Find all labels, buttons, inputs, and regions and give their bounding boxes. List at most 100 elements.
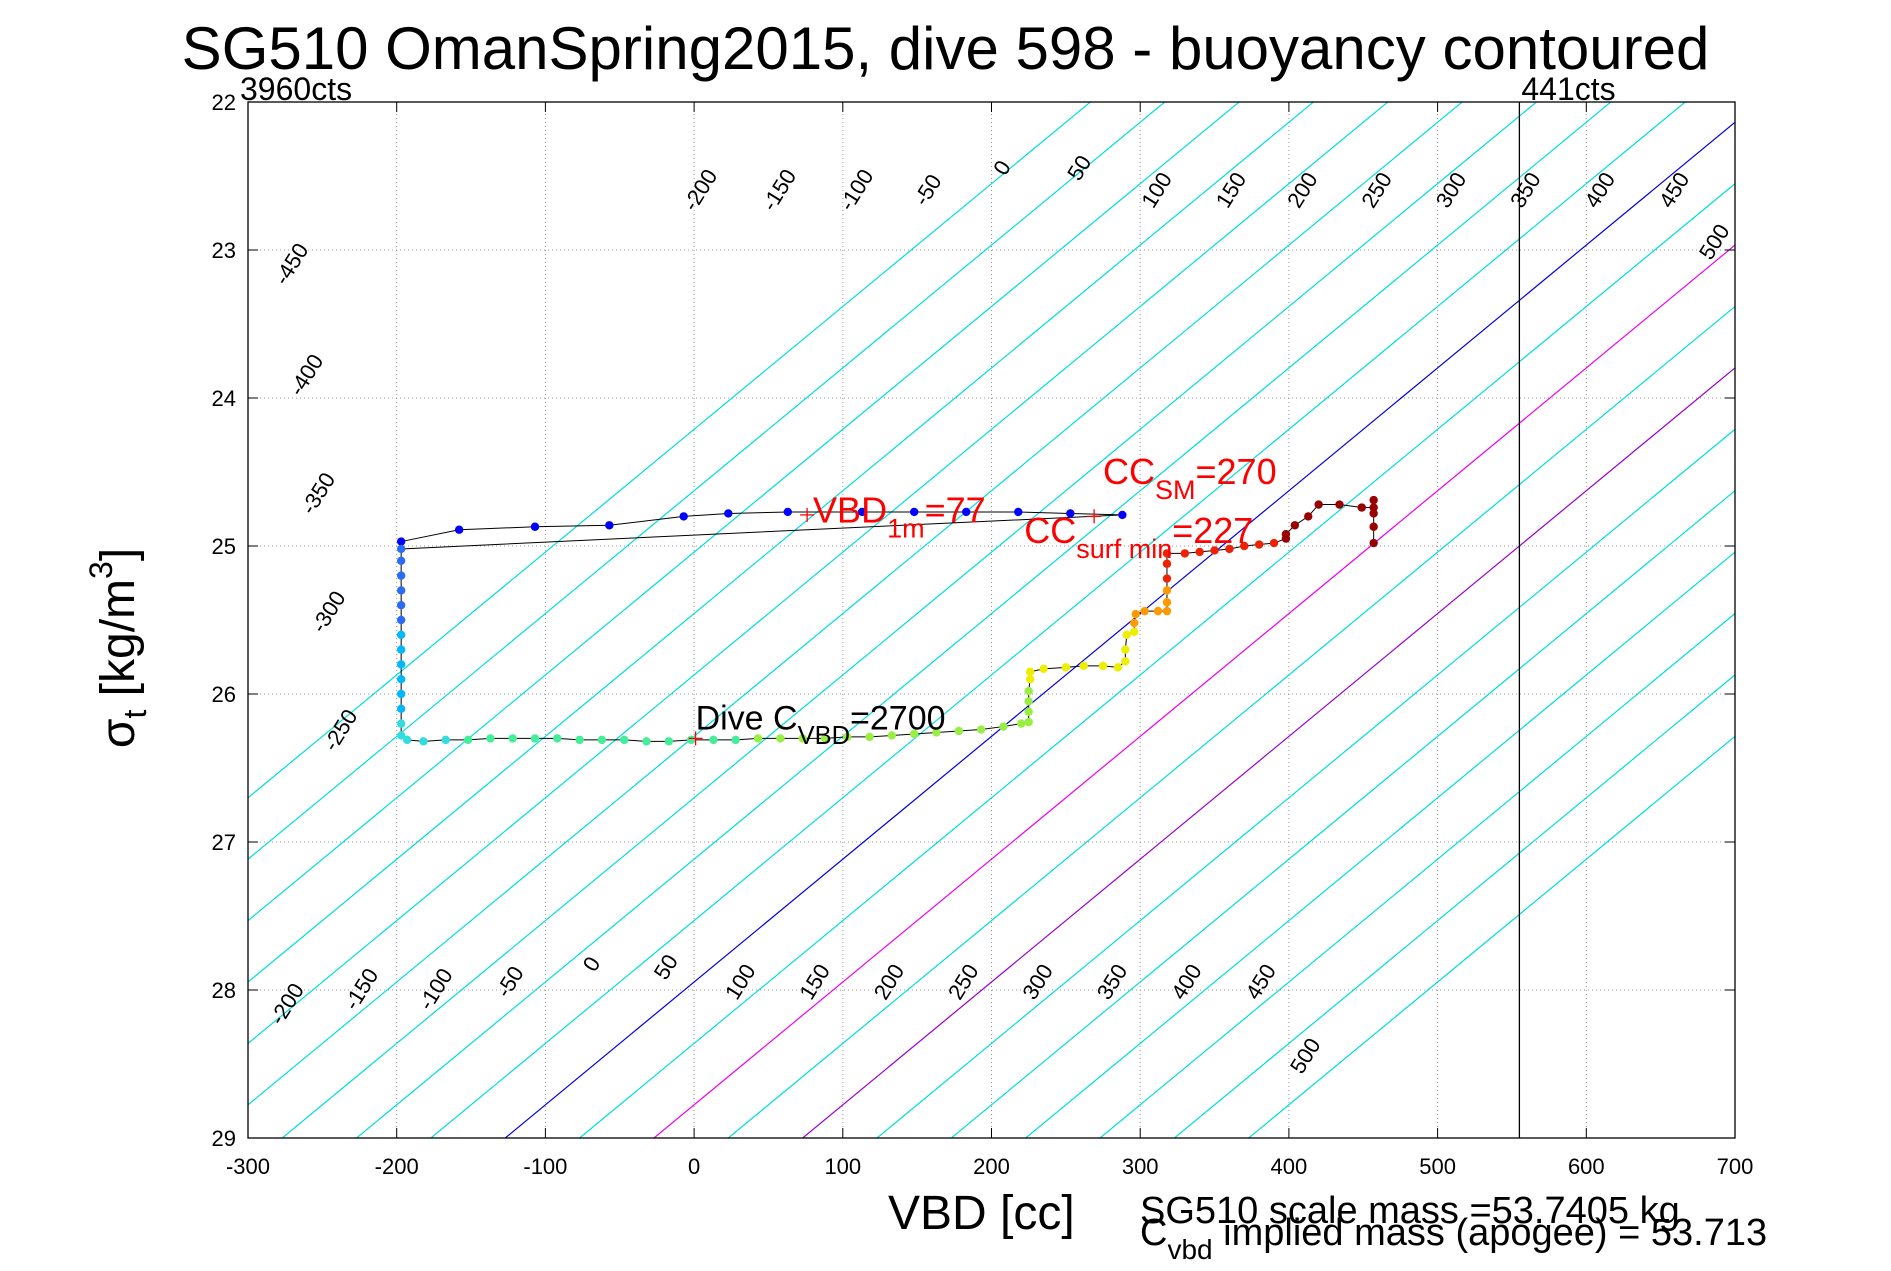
contour-line [429, 102, 1687, 1138]
data-point [709, 735, 718, 745]
contour-line [248, 102, 1092, 799]
contour-line [876, 428, 1735, 1138]
data-point [1061, 663, 1071, 672]
data-point [1025, 675, 1035, 684]
data-point [508, 734, 517, 743]
data-point [553, 734, 562, 743]
data-point [783, 507, 792, 517]
data-point [396, 571, 406, 580]
data-point [932, 728, 941, 737]
data-point [1290, 521, 1300, 530]
data-point [1314, 500, 1323, 509]
contour-line [653, 244, 1735, 1138]
data-point [1024, 697, 1033, 706]
data-point [402, 735, 412, 745]
data-point [843, 732, 852, 742]
y-tick-label: 25 [212, 534, 236, 559]
data-point [776, 734, 785, 743]
data-point [597, 735, 607, 745]
data-point [1281, 529, 1291, 539]
data-point [1131, 609, 1140, 619]
data-point [1369, 503, 1378, 512]
data-point [664, 737, 674, 746]
data-point [486, 734, 495, 743]
data-point [1098, 661, 1108, 671]
data-point [679, 512, 688, 521]
y-tick-label: 29 [212, 1126, 236, 1151]
data-point [1369, 495, 1378, 505]
data-point [798, 734, 807, 743]
data-point [396, 704, 406, 713]
data-point [962, 507, 971, 517]
chart-title: SG510 OmanSpring2015, dive 598 - buoyanc… [181, 15, 1710, 82]
contour-line [1247, 735, 1735, 1138]
data-point [1195, 547, 1204, 557]
contour-line [281, 102, 1538, 1138]
data-point [1162, 574, 1172, 583]
data-point [1210, 546, 1219, 555]
x-tick-label: 400 [1271, 1154, 1308, 1179]
cc-surf-min-label: CCsurf min=227 [1024, 510, 1253, 564]
data-point [1369, 509, 1378, 518]
data-point [530, 734, 540, 743]
data-point [1335, 500, 1344, 509]
data-point [1122, 630, 1132, 639]
x-tick-label: -100 [523, 1154, 567, 1179]
data-point [1369, 522, 1378, 531]
data-point [1180, 549, 1190, 558]
x-tick-label: 700 [1717, 1154, 1754, 1179]
contour-line [248, 102, 1315, 983]
data-point [753, 734, 763, 743]
data-point [1121, 657, 1130, 666]
data-point [396, 537, 406, 546]
corner-label-left: 3960cts [240, 71, 352, 107]
scale-mass-text: SG510 scale mass =53.7405 kg [1140, 1190, 1680, 1232]
data-point [976, 725, 986, 734]
x-tick-label: 100 [824, 1154, 861, 1179]
data-point [454, 525, 464, 534]
contour-line [727, 305, 1735, 1138]
data-point [1024, 686, 1033, 696]
data-point [530, 522, 540, 531]
data-point [1024, 707, 1033, 716]
contour-line [248, 102, 1241, 922]
data-point [1162, 598, 1172, 607]
data-point [1162, 606, 1172, 616]
contour-line [950, 489, 1735, 1138]
y-tick-label: 22 [212, 90, 236, 115]
data-point [1066, 509, 1075, 518]
data-point [605, 521, 614, 530]
data-point [396, 660, 406, 669]
y-tick-label: 28 [212, 978, 236, 1003]
x-tick-label: 600 [1568, 1154, 1605, 1179]
contour-line [248, 102, 1166, 860]
data-point [1254, 540, 1264, 549]
y-tick-label: 23 [212, 238, 236, 263]
data-point [575, 735, 584, 745]
data-point [820, 734, 830, 743]
data-point [1113, 663, 1123, 672]
corner-label-right: 441cts [1521, 71, 1615, 107]
data-point [396, 731, 406, 740]
data-point [686, 735, 696, 745]
data-point [1304, 512, 1313, 521]
data-point [396, 601, 406, 610]
data-point [1369, 538, 1378, 548]
data-point [1130, 627, 1139, 637]
contour-line [801, 367, 1735, 1138]
y-tick-label: 24 [212, 386, 236, 411]
data-point [1014, 507, 1023, 517]
y-tick-label: 26 [212, 682, 236, 707]
x-tick-label: 300 [1122, 1154, 1159, 1179]
data-point [1079, 661, 1088, 671]
data-point [396, 586, 406, 595]
data-point [463, 735, 473, 745]
contour-line [1024, 551, 1735, 1138]
data-point [1121, 645, 1130, 654]
data-point [419, 737, 428, 746]
data-point [1039, 664, 1048, 674]
x-tick-label: 0 [688, 1154, 700, 1179]
data-point [887, 731, 897, 740]
contour-line [1173, 674, 1735, 1138]
data-point [1130, 618, 1139, 628]
